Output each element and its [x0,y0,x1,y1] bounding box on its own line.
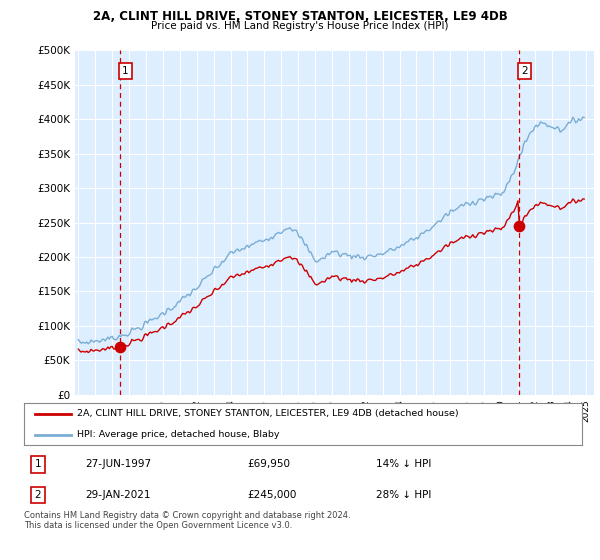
Text: 1: 1 [35,459,41,469]
Text: Contains HM Land Registry data © Crown copyright and database right 2024.
This d: Contains HM Land Registry data © Crown c… [24,511,350,530]
Text: 2A, CLINT HILL DRIVE, STONEY STANTON, LEICESTER, LE9 4DB: 2A, CLINT HILL DRIVE, STONEY STANTON, LE… [92,10,508,23]
Text: £69,950: £69,950 [247,459,290,469]
Text: Price paid vs. HM Land Registry's House Price Index (HPI): Price paid vs. HM Land Registry's House … [151,21,449,31]
Text: 1: 1 [122,66,129,76]
Text: 29-JAN-2021: 29-JAN-2021 [85,490,151,500]
Text: HPI: Average price, detached house, Blaby: HPI: Average price, detached house, Blab… [77,430,280,439]
Text: 14% ↓ HPI: 14% ↓ HPI [376,459,431,469]
Point [514,222,524,231]
Text: 2A, CLINT HILL DRIVE, STONEY STANTON, LEICESTER, LE9 4DB (detached house): 2A, CLINT HILL DRIVE, STONEY STANTON, LE… [77,409,458,418]
Text: 2: 2 [521,66,527,76]
Text: £245,000: £245,000 [247,490,296,500]
Text: 27-JUN-1997: 27-JUN-1997 [85,459,152,469]
Point [116,342,125,351]
Text: 2: 2 [35,490,41,500]
Text: 28% ↓ HPI: 28% ↓ HPI [376,490,431,500]
